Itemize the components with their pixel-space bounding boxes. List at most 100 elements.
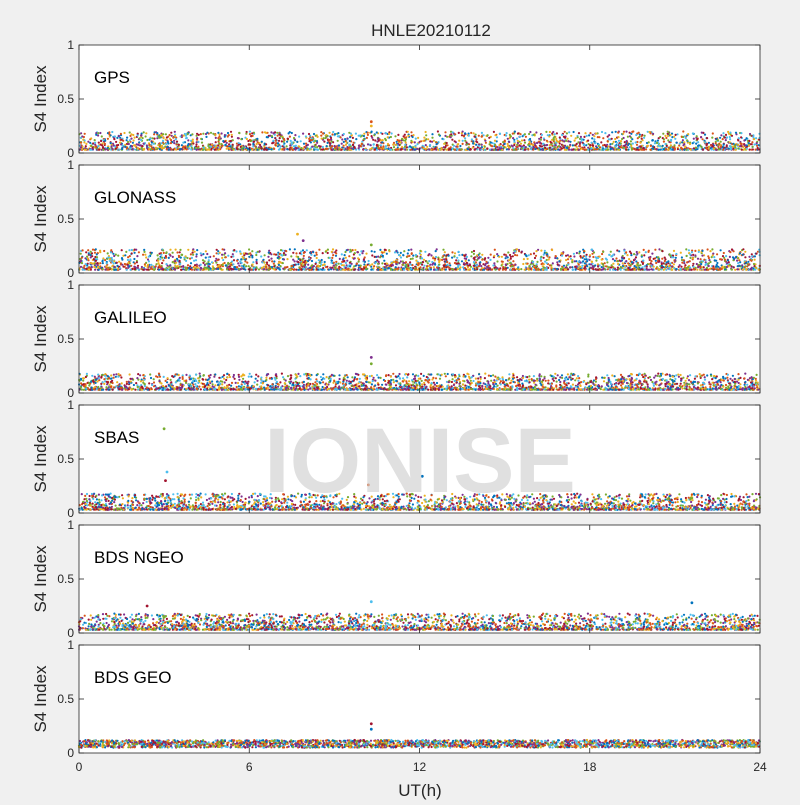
data-point [745, 269, 747, 271]
data-point [736, 260, 738, 262]
data-point [407, 131, 409, 133]
data-point [165, 133, 167, 135]
data-point [157, 147, 159, 149]
data-point [545, 131, 547, 133]
data-point [758, 148, 760, 150]
y-tick-label: 0.5 [57, 92, 74, 106]
data-point [627, 267, 629, 269]
data-point [182, 142, 184, 144]
data-point [669, 134, 671, 136]
data-point [303, 255, 305, 257]
data-point [630, 263, 632, 265]
data-point [159, 148, 161, 150]
data-point [221, 264, 223, 266]
data-point [299, 252, 301, 254]
data-point [332, 131, 334, 133]
data-point [635, 141, 637, 143]
data-point [190, 148, 192, 150]
data-point [751, 255, 753, 257]
data-point [111, 259, 113, 261]
panel-label: GPS [94, 68, 130, 87]
data-point [496, 136, 498, 138]
data-point [622, 262, 624, 264]
data-point [381, 262, 383, 264]
data-point [224, 140, 226, 142]
data-point [358, 135, 360, 137]
data-point [378, 266, 380, 268]
data-point [264, 254, 266, 256]
data-point [668, 149, 670, 151]
data-point [521, 147, 523, 149]
data-point [628, 258, 630, 260]
data-point [164, 146, 166, 148]
data-point [314, 140, 316, 142]
data-point [471, 138, 473, 140]
data-point [712, 145, 714, 147]
data-point [505, 267, 507, 269]
data-point [246, 138, 248, 140]
data-point [441, 259, 443, 261]
data-point [378, 140, 380, 142]
data-point [487, 134, 489, 136]
data-point [307, 264, 309, 266]
data-point [424, 251, 426, 253]
data-point [663, 148, 665, 150]
data-point [190, 253, 192, 255]
data-point [98, 149, 100, 151]
data-point [572, 144, 574, 146]
data-point [242, 267, 244, 269]
data-point [206, 267, 208, 269]
data-point [741, 143, 743, 145]
data-point [602, 144, 604, 146]
data-point [680, 266, 682, 268]
data-point [614, 268, 616, 270]
data-point [701, 250, 703, 252]
data-point [332, 149, 334, 151]
data-point [188, 267, 190, 269]
data-point [494, 134, 496, 136]
data-point [403, 262, 405, 264]
data-point [650, 145, 652, 147]
data-point [425, 138, 427, 140]
data-point [662, 145, 664, 147]
data-point [642, 263, 644, 265]
data-point [303, 252, 305, 254]
data-point [102, 262, 104, 264]
data-point [620, 266, 622, 268]
data-point [692, 263, 694, 265]
data-point [266, 268, 268, 270]
data-point [734, 146, 736, 148]
data-point [175, 249, 177, 251]
data-point [433, 266, 435, 268]
data-point [205, 257, 207, 259]
data-point [268, 264, 270, 266]
data-point [172, 252, 174, 254]
data-point [725, 255, 727, 257]
data-point [511, 145, 513, 147]
data-point [443, 143, 445, 145]
data-point [553, 138, 555, 140]
data-point [496, 260, 498, 262]
data-point [428, 260, 430, 262]
data-point [254, 145, 256, 147]
data-point [102, 257, 104, 259]
data-point [263, 145, 265, 147]
data-point [431, 137, 433, 139]
data-point [558, 260, 560, 262]
data-point [533, 146, 535, 148]
data-point [541, 262, 543, 264]
data-point [709, 268, 711, 270]
data-point [331, 145, 333, 147]
data-point [513, 139, 515, 141]
data-point [92, 262, 94, 264]
data-point [305, 135, 307, 137]
data-point [410, 146, 412, 148]
data-point [476, 148, 478, 150]
data-point [286, 141, 288, 143]
data-point [85, 145, 87, 147]
data-point [187, 144, 189, 146]
data-point [252, 135, 254, 137]
data-point [137, 135, 139, 137]
data-point [116, 265, 118, 267]
data-point [155, 263, 157, 265]
